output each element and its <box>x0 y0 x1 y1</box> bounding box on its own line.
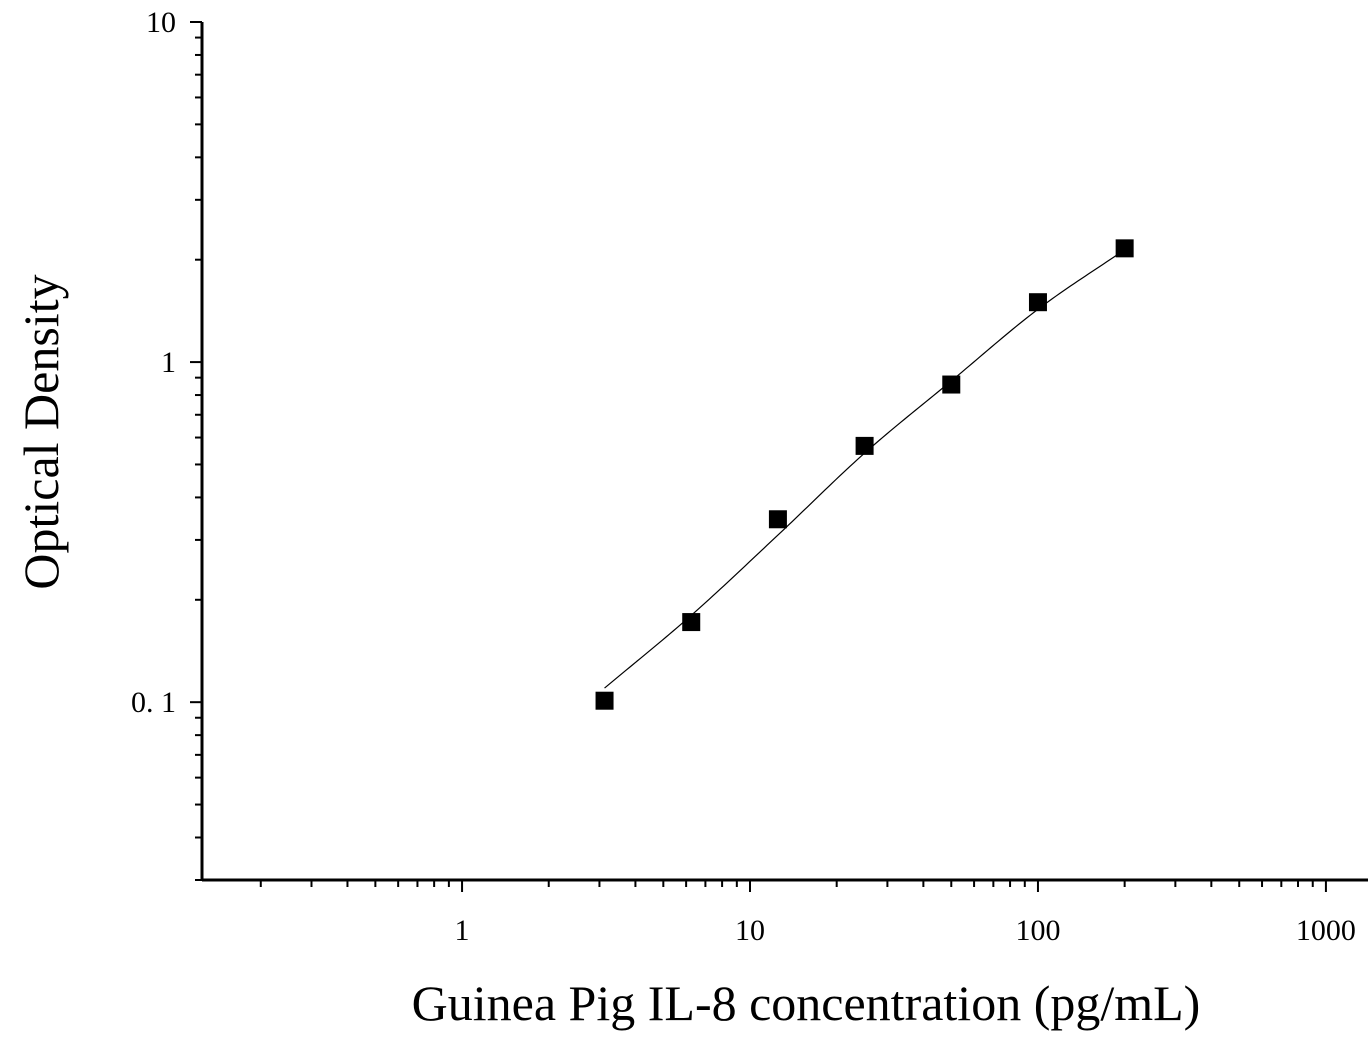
x-tick-label: 100 <box>1015 914 1060 947</box>
data-point-marker <box>942 375 961 394</box>
data-point-marker <box>682 613 701 632</box>
data-point-marker <box>595 691 614 710</box>
data-points-layer <box>595 239 1134 710</box>
x-tick-label: 10 <box>735 914 765 947</box>
data-point-marker <box>855 436 874 455</box>
y-axis-title: Optical Density <box>13 274 69 589</box>
tick-labels-layer: 0. 1 1 10 1 10 100 1000 <box>131 6 1356 947</box>
data-point-marker <box>1028 293 1047 312</box>
x-tick-label: 1000 <box>1296 914 1356 947</box>
axes <box>190 21 1368 892</box>
y-tick-label: 0. 1 <box>131 686 176 719</box>
data-point-marker <box>1115 239 1134 258</box>
x-axis-title: Guinea Pig IL-8 concentration (pg/mL) <box>412 975 1201 1031</box>
y-tick-label: 1 <box>161 346 176 379</box>
data-point-marker <box>768 510 787 529</box>
x-tick-label: 1 <box>455 914 470 947</box>
y-tick-label: 10 <box>146 6 176 39</box>
